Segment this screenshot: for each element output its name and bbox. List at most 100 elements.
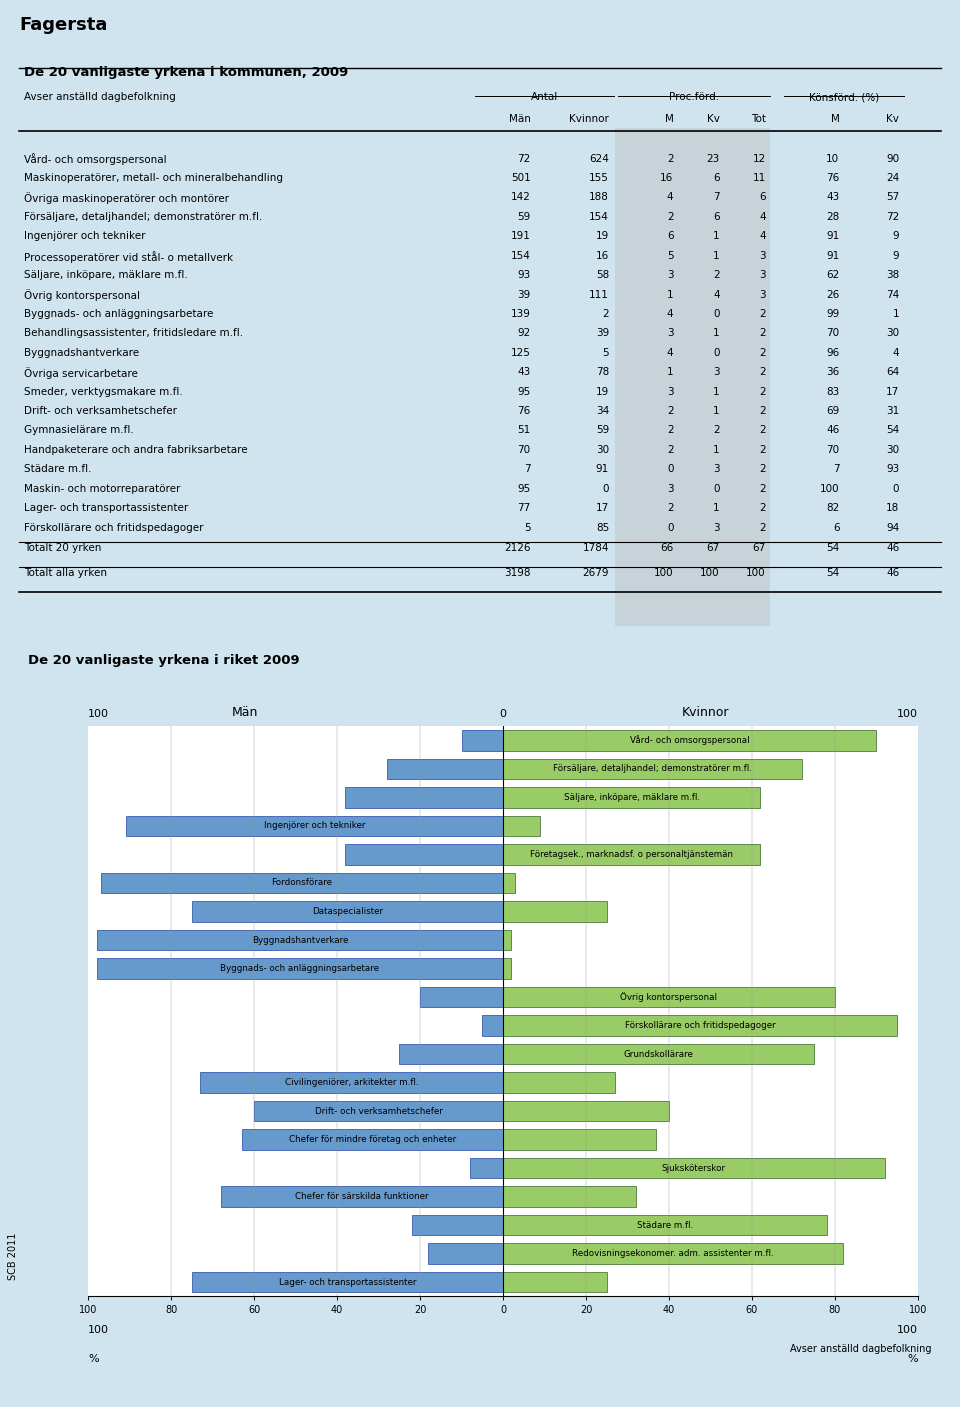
Text: 2: 2 [667,504,674,514]
Bar [469,1158,503,1179]
Text: 91: 91 [827,250,839,260]
Text: 1784: 1784 [583,543,609,553]
Text: Övrig kontorspersonal: Övrig kontorspersonal [24,290,140,301]
Bar [503,1072,615,1093]
Bar [192,1272,503,1293]
Bar [503,902,607,922]
Bar [503,1100,669,1121]
Text: 34: 34 [596,407,609,416]
Text: Könsförd. (%): Könsförd. (%) [809,93,879,103]
Text: Civilingeniörer, arkitekter m.fl.: Civilingeniörer, arkitekter m.fl. [285,1078,419,1088]
Text: 19: 19 [596,387,609,397]
Text: 46: 46 [827,425,839,436]
Text: 2: 2 [759,348,766,357]
Text: 95: 95 [517,484,531,494]
Text: 0: 0 [603,484,609,494]
Text: 2: 2 [759,407,766,416]
Text: Byggnads- och anläggningsarbetare: Byggnads- och anläggningsarbetare [24,310,213,319]
Text: 54: 54 [827,568,839,578]
Text: 2: 2 [759,367,766,377]
Text: De 20 vanligaste yrkena i riket 2009: De 20 vanligaste yrkena i riket 2009 [29,654,300,667]
Text: 23: 23 [707,153,720,163]
Text: 6: 6 [667,231,674,241]
Text: 3198: 3198 [504,568,531,578]
Text: %: % [907,1354,918,1365]
Text: 2: 2 [667,445,674,454]
Text: Sjuksköterskor: Sjuksköterskor [661,1164,726,1172]
Text: 62: 62 [827,270,839,280]
Text: Handpaketerare och andra fabriksarbetare: Handpaketerare och andra fabriksarbetare [24,445,248,454]
Text: 100: 100 [746,568,766,578]
Text: 2: 2 [667,153,674,163]
Bar [346,787,503,808]
Text: 624: 624 [589,153,609,163]
Text: 4: 4 [893,348,900,357]
Text: Ingenjörer och tekniker: Ingenjörer och tekniker [264,822,365,830]
Text: Övrig kontorspersonal: Övrig kontorspersonal [620,992,717,1002]
Text: 4: 4 [667,310,674,319]
Text: 17: 17 [886,387,900,397]
Text: Dataspecialister: Dataspecialister [312,908,383,916]
Text: 11: 11 [753,173,766,183]
Text: Lager- och transportassistenter: Lager- och transportassistenter [24,504,188,514]
Bar [503,1158,884,1179]
Text: 74: 74 [886,290,900,300]
Text: De 20 vanligaste yrkena i kommunen, 2009: De 20 vanligaste yrkena i kommunen, 2009 [24,66,348,79]
Text: 5: 5 [524,522,531,533]
Text: Städare m.fl.: Städare m.fl. [636,1221,693,1230]
Text: Gymnasielärare m.fl.: Gymnasielärare m.fl. [24,425,133,436]
Bar [428,1244,503,1263]
Text: Försäljare, detaljhandel; demonstratörer m.fl.: Försäljare, detaljhandel; demonstratörer… [24,212,262,222]
Text: 67: 67 [707,543,720,553]
Text: Förskollärare och fritidspedagoger: Förskollärare och fritidspedagoger [24,522,204,533]
Text: 3: 3 [759,270,766,280]
Text: 93: 93 [517,270,531,280]
Text: 99: 99 [827,310,839,319]
Text: 2: 2 [667,212,674,222]
Text: 85: 85 [596,522,609,533]
Text: Säljare, inköpare, mäklare m.fl.: Säljare, inköpare, mäklare m.fl. [24,270,187,280]
Bar [482,1016,503,1036]
Text: Maskin- och motorreparatörer: Maskin- och motorreparatörer [24,484,180,494]
Text: Säljare, inköpare, mäklare m.fl.: Säljare, inköpare, mäklare m.fl. [564,794,700,802]
Bar [503,1186,636,1207]
Text: 1: 1 [713,445,720,454]
Text: 93: 93 [886,464,900,474]
Text: 142: 142 [511,193,531,203]
Text: 0: 0 [893,484,900,494]
Text: Byggnadshantverkare: Byggnadshantverkare [252,936,348,944]
Text: 36: 36 [827,367,839,377]
Text: Drift- och verksamhetschefer: Drift- och verksamhetschefer [24,407,177,416]
Text: 100: 100 [820,484,839,494]
Text: 6: 6 [832,522,839,533]
Text: 2: 2 [759,484,766,494]
Bar [503,1214,827,1235]
Text: 72: 72 [517,153,531,163]
Text: 154: 154 [589,212,609,222]
Text: Kv: Kv [707,114,720,124]
Text: 2: 2 [667,407,674,416]
Text: 4: 4 [759,212,766,222]
Bar [412,1214,503,1235]
Text: 70: 70 [827,445,839,454]
Text: Vård- och omsorgspersonal: Vård- och omsorgspersonal [24,153,166,166]
Text: 77: 77 [517,504,531,514]
Bar [254,1100,503,1121]
Text: 188: 188 [589,193,609,203]
Text: 26: 26 [827,290,839,300]
Text: 28: 28 [827,212,839,222]
Text: 111: 111 [589,290,609,300]
Text: Ingenjörer och tekniker: Ingenjörer och tekniker [24,231,145,241]
Text: 191: 191 [511,231,531,241]
Text: 83: 83 [827,387,839,397]
Text: 10: 10 [827,153,839,163]
Text: 54: 54 [886,425,900,436]
Text: 39: 39 [517,290,531,300]
Text: Behandlingsassistenter, fritidsledare m.fl.: Behandlingsassistenter, fritidsledare m.… [24,328,243,338]
Text: 3: 3 [713,367,720,377]
Text: 43: 43 [517,367,531,377]
Text: Drift- och verksamhetschefer: Drift- och verksamhetschefer [315,1106,443,1116]
Text: 1: 1 [667,290,674,300]
Text: 51: 51 [517,425,531,436]
Text: 70: 70 [517,445,531,454]
